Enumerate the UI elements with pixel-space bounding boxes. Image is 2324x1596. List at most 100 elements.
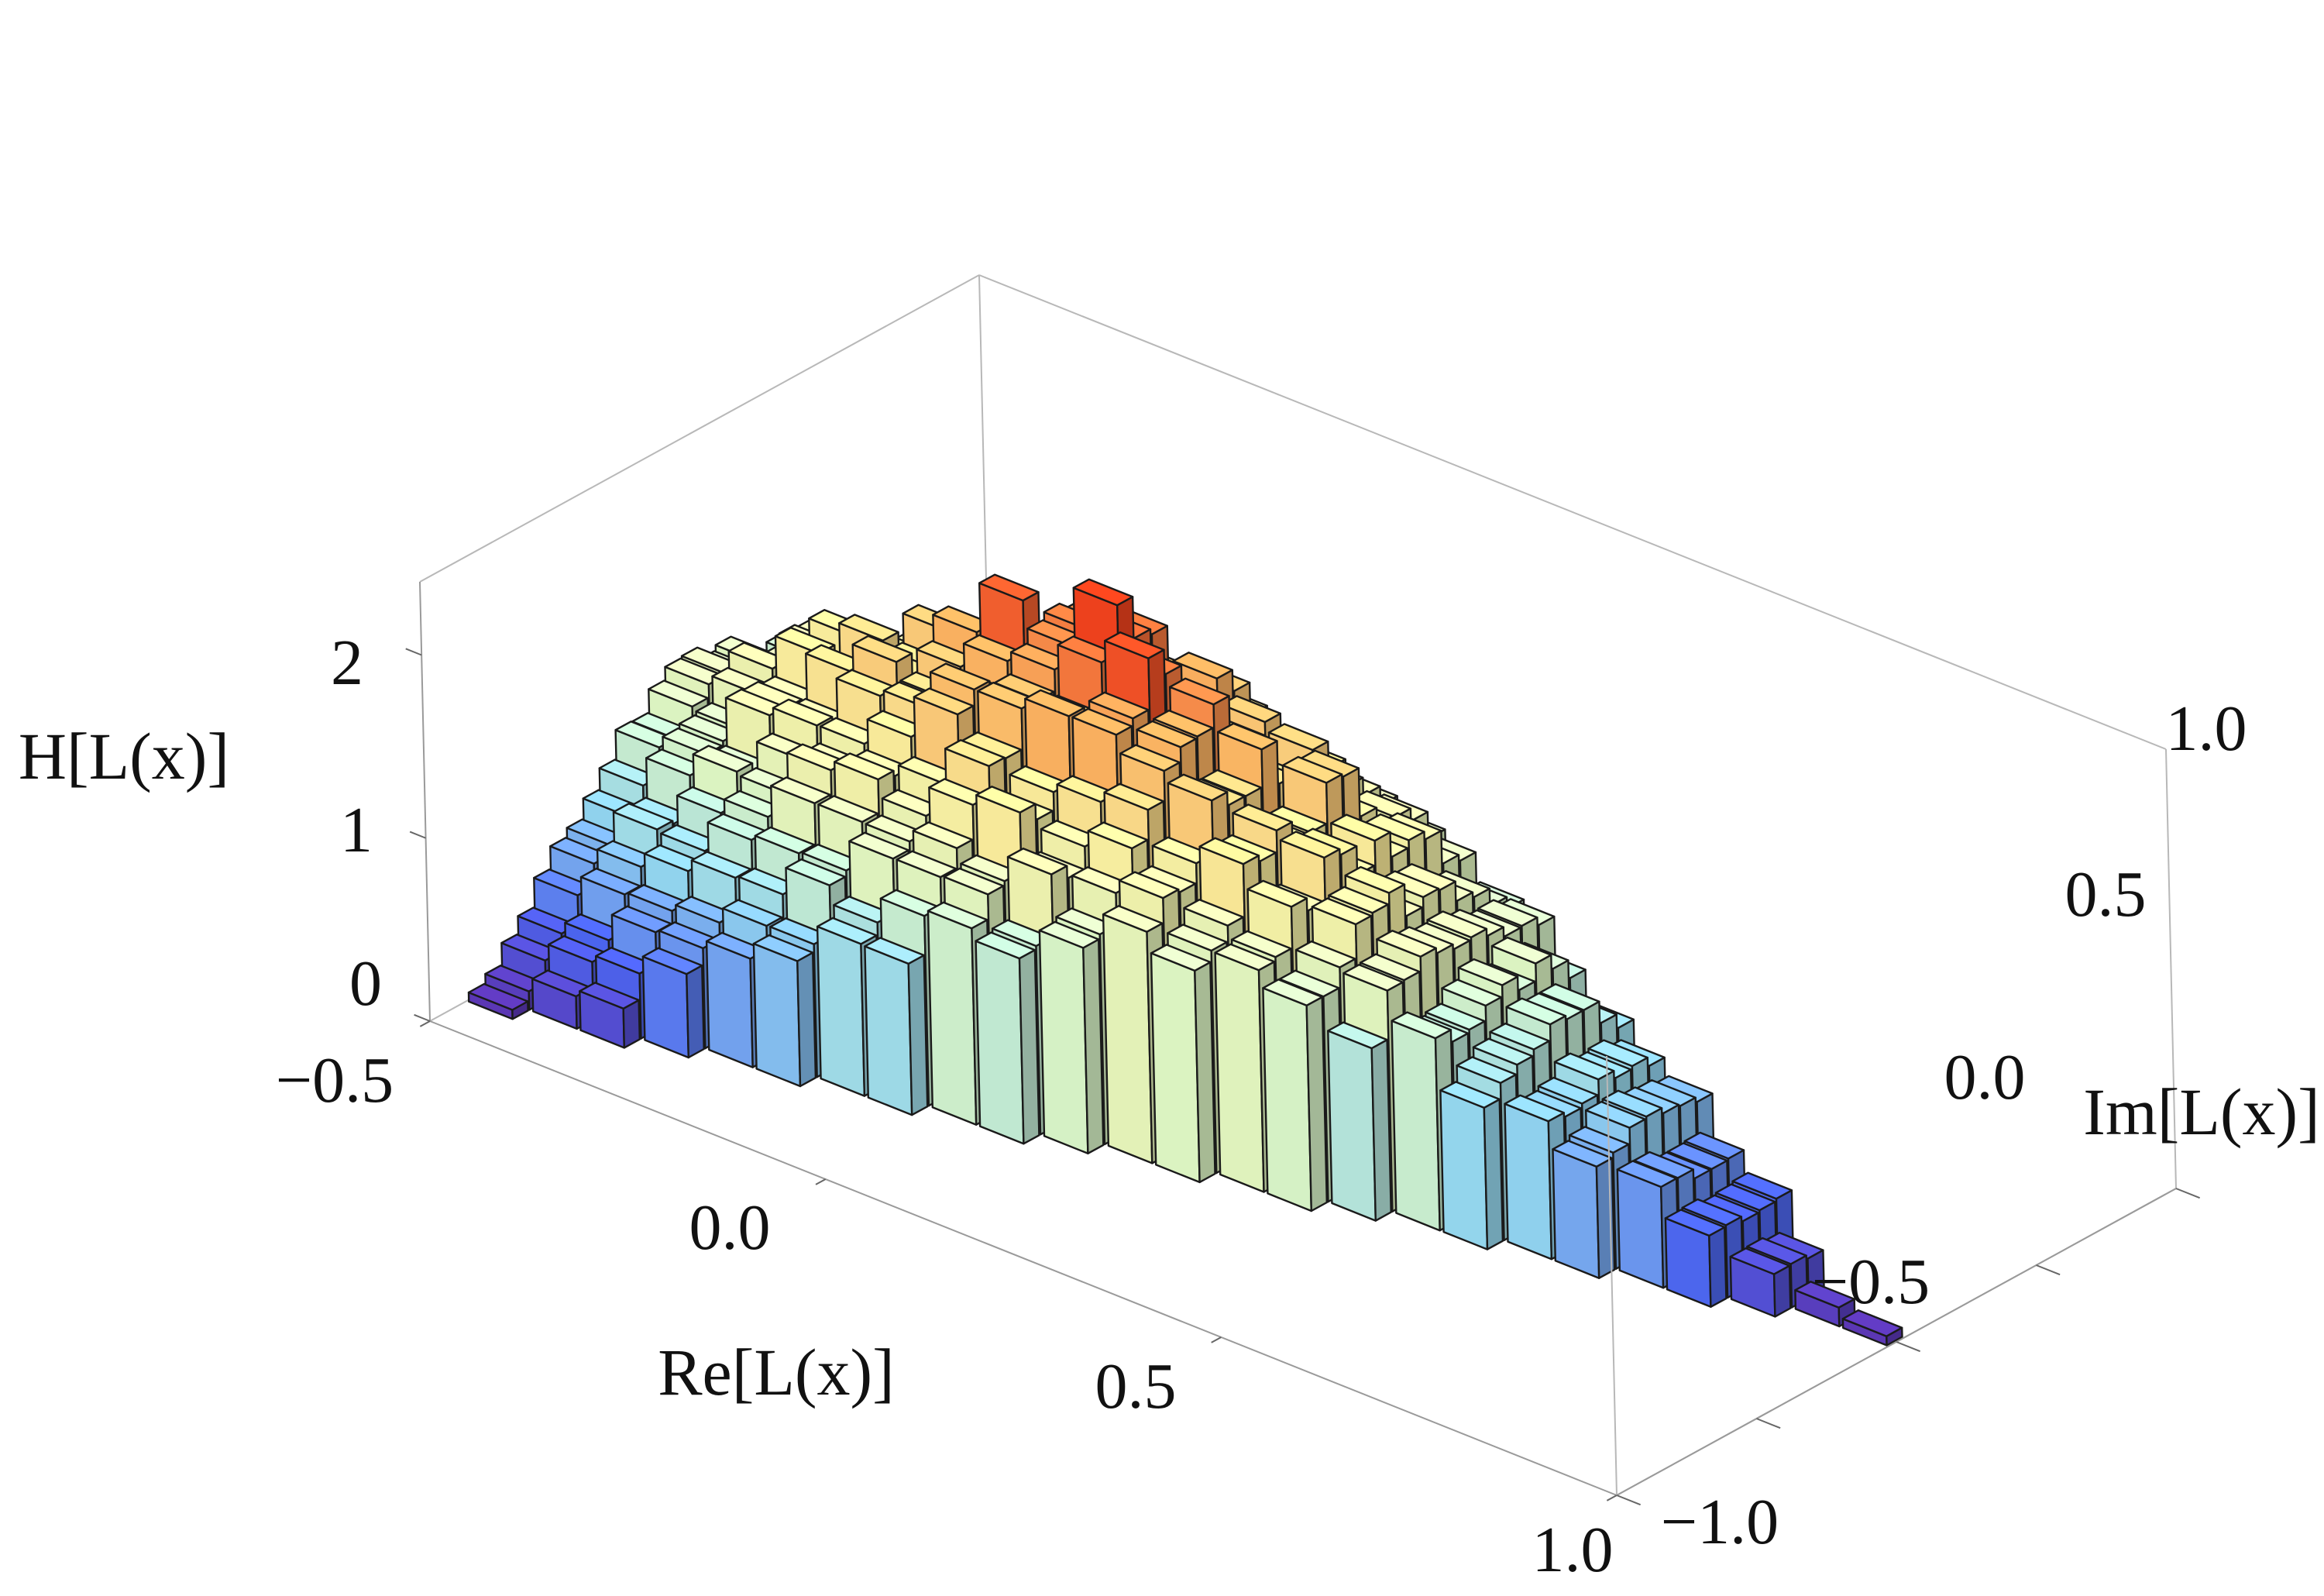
bar-top-face <box>1376 930 1437 958</box>
bar-top-face <box>1729 1247 1791 1275</box>
bar-top-face <box>1731 1171 1793 1200</box>
bar-side-face <box>796 951 817 1088</box>
bar-top-face <box>1552 1140 1614 1168</box>
bar-front-face <box>1616 1168 1665 1289</box>
bar-top-face <box>1168 677 1230 706</box>
box-edge <box>978 274 2167 750</box>
bar-front-face <box>927 910 978 1126</box>
bar-top-face <box>1278 969 1340 998</box>
re-tick-label: 0.0 <box>689 1192 771 1264</box>
histogram-bar <box>1150 944 1216 1184</box>
bar-top-face <box>612 802 674 831</box>
bar-top-face <box>1616 1160 1678 1188</box>
re-tick-label: 0.5 <box>1095 1350 1177 1422</box>
histogram-bar <box>1841 1309 1903 1347</box>
bar-top-face <box>785 858 847 886</box>
bar-top-face <box>1262 979 1323 1007</box>
bar-top-face <box>770 776 831 805</box>
re-tick-label: 1.0 <box>1532 1514 1614 1586</box>
im-tickmark <box>1616 1495 1642 1506</box>
z-tickmark <box>405 648 422 656</box>
im-tick-label: 0.0 <box>1944 1041 2026 1113</box>
bar-top-face <box>1279 831 1341 859</box>
bar-front-face <box>1391 1020 1441 1232</box>
z-tick-label: 1 <box>340 794 373 866</box>
bar-top-face <box>1378 870 1440 899</box>
bar-top-face <box>1266 805 1327 834</box>
bar-top-face <box>1328 886 1389 914</box>
box-edge <box>2165 748 2177 1189</box>
bar-front-face <box>1262 987 1313 1212</box>
bar-front-face <box>816 925 866 1097</box>
bar-top-face <box>1150 944 1212 972</box>
bar-top-face <box>1587 1039 1649 1068</box>
histogram-bar <box>1038 920 1105 1155</box>
bar-top-face <box>1071 707 1133 736</box>
bar-front-face <box>1439 1089 1489 1250</box>
histogram-bar <box>1664 1209 1728 1309</box>
bar-top-face <box>1330 813 1391 842</box>
bar-top-face <box>1794 1281 1855 1309</box>
re-axis-label: Re[L(x)] <box>658 1335 895 1409</box>
bar-top-face <box>978 573 1040 602</box>
histogram-bars <box>467 573 1903 1347</box>
bar-top-face <box>1601 1089 1663 1118</box>
z-axis-label: H[L(x)] <box>19 719 229 793</box>
bar-top-face <box>1294 940 1356 968</box>
bar-top-face <box>1072 578 1134 607</box>
bar-top-face <box>1119 744 1181 772</box>
bar-top-face <box>1553 1052 1615 1081</box>
bar-front-face <box>975 940 1025 1145</box>
bar-top-face <box>579 982 640 1010</box>
bar-side-face <box>1370 1038 1392 1222</box>
bar-top-face <box>1664 1209 1726 1237</box>
bar-top-face <box>929 662 991 691</box>
z-axis-line <box>419 581 431 1022</box>
bar-top-face <box>1214 943 1276 972</box>
bar-top-face <box>1167 773 1229 802</box>
im-tickmark <box>2036 1264 2061 1276</box>
bar-top-face <box>1350 789 1412 818</box>
bar-top-face <box>943 867 1005 896</box>
bar-top-face <box>1472 1037 1534 1066</box>
re-axis-line <box>429 1020 1618 1496</box>
histogram-bar <box>1794 1281 1856 1328</box>
box-edge <box>1606 1055 1618 1496</box>
bar-top-face <box>641 947 703 975</box>
im-tickmark <box>1756 1418 1781 1429</box>
histogram-bar <box>579 982 641 1049</box>
z-axis-ticks: 0 1 2 <box>331 627 382 1020</box>
bar-top-face <box>754 826 816 855</box>
bar-top-face <box>1246 879 1308 908</box>
bar-top-face <box>1216 722 1278 751</box>
bar-top-face <box>1568 1126 1630 1154</box>
re-tick-label: −0.5 <box>276 1044 394 1116</box>
bar-top-face <box>816 917 878 945</box>
histogram-bar <box>467 982 529 1020</box>
histogram-bar <box>641 947 705 1059</box>
bar-top-face <box>1201 769 1263 797</box>
im-tick-label: −1.0 <box>1661 1486 1779 1558</box>
im-axis-label: Im[L(x)] <box>2083 1075 2320 1149</box>
bar-top-face <box>944 739 1006 767</box>
bar-top-face <box>772 698 834 727</box>
im-tick-label: 0.5 <box>2065 858 2147 930</box>
bar-top-face <box>1490 936 1552 965</box>
histogram-bar <box>1729 1247 1792 1318</box>
bar-top-face <box>1538 982 1600 1011</box>
bar-top-face <box>913 687 975 716</box>
histogram-bar <box>1552 1140 1616 1279</box>
bar-top-face <box>1152 709 1214 738</box>
bar-top-face <box>1537 1076 1599 1105</box>
bar-top-face <box>896 850 957 879</box>
bar-top-face <box>1666 1142 1728 1171</box>
bar-top-face <box>1172 652 1234 679</box>
bar-top-face <box>838 614 899 641</box>
bar-top-face <box>1477 899 1538 927</box>
bar-top-face <box>692 745 754 773</box>
bar-top-face <box>1504 1094 1566 1123</box>
bar-top-face <box>1198 837 1260 865</box>
bar-top-face <box>1841 1309 1903 1337</box>
bar-top-face <box>1457 958 1519 986</box>
bar-top-face <box>1391 1011 1452 1040</box>
